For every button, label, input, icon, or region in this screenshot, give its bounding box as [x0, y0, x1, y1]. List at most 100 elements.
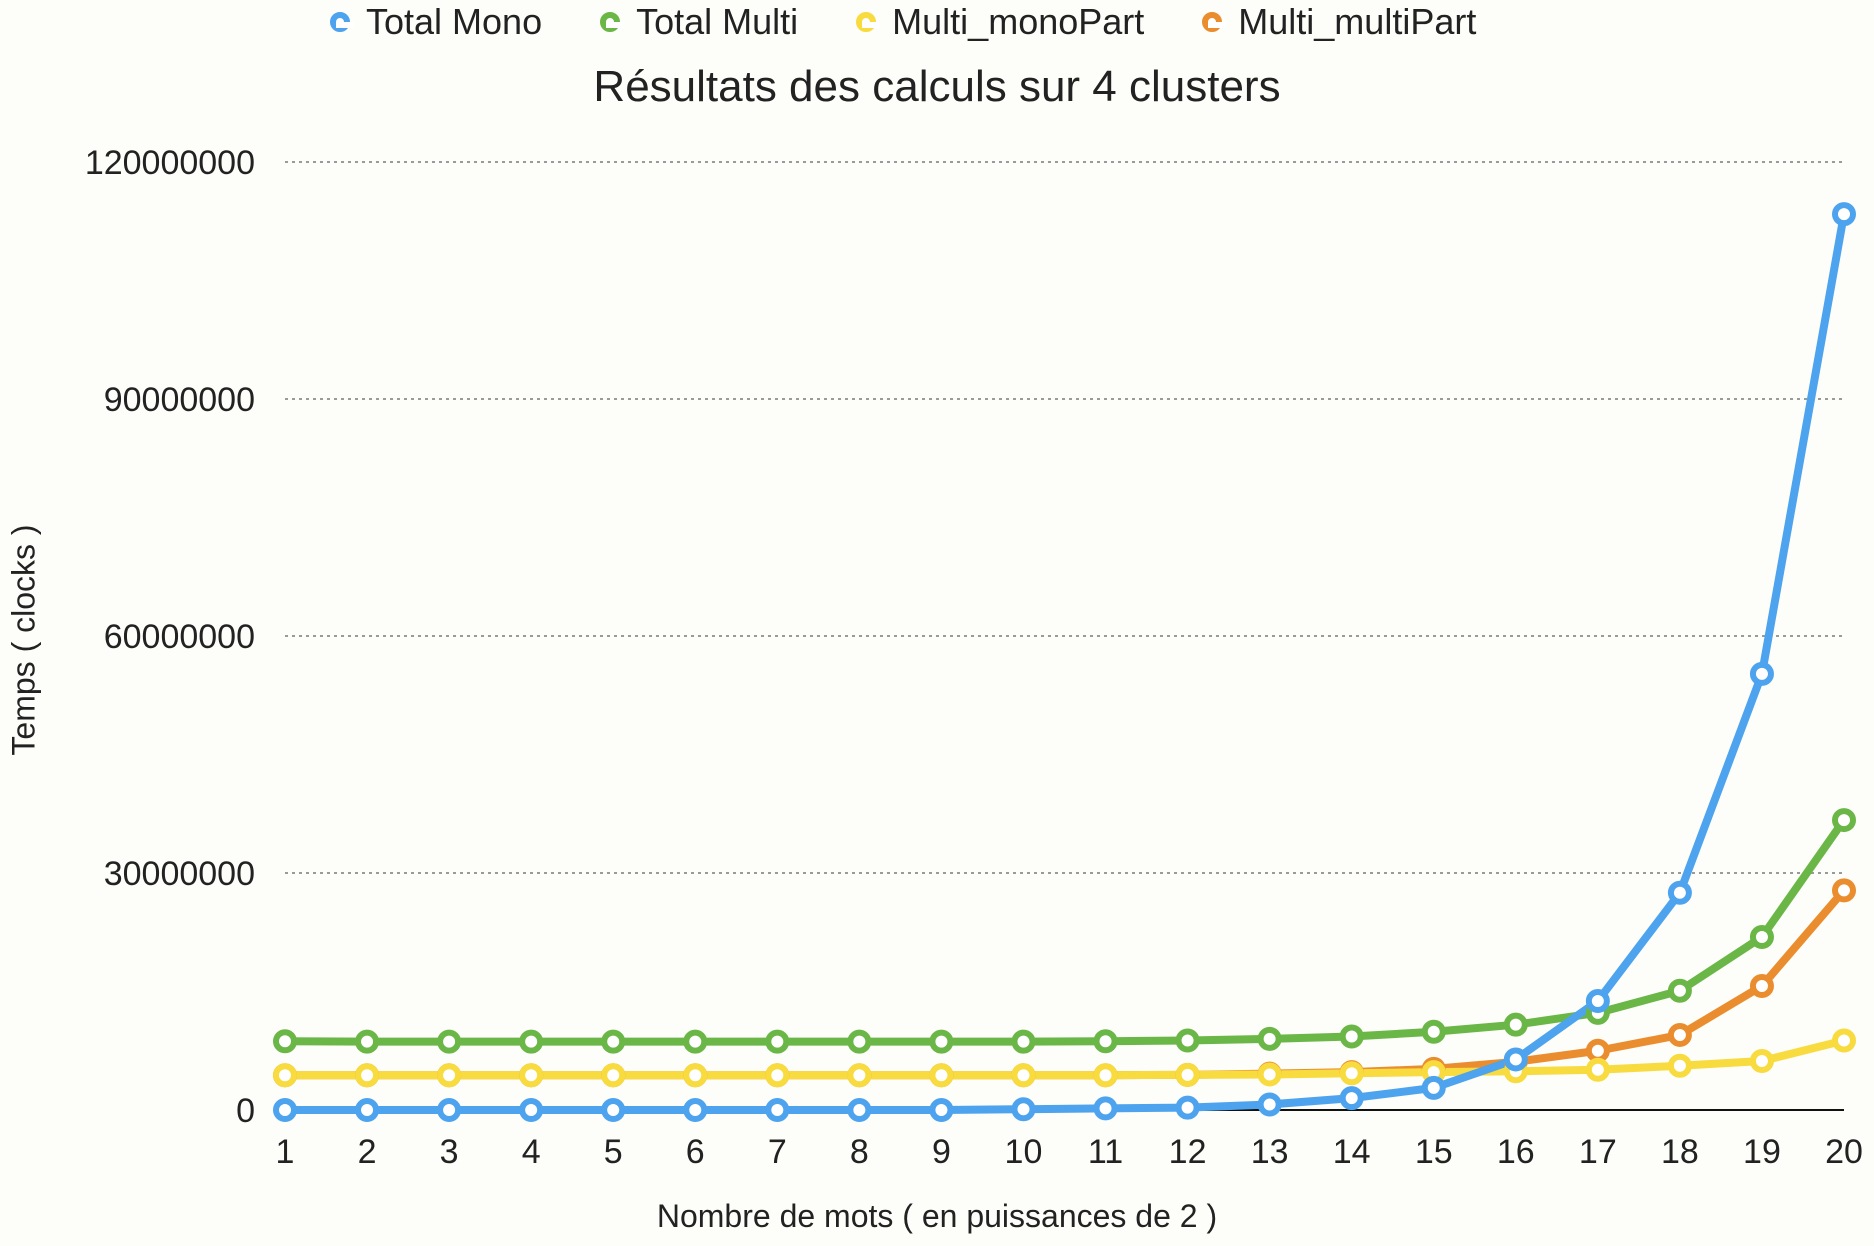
data-point: [1832, 1028, 1856, 1053]
data-point: [1175, 1095, 1200, 1120]
data-point: [847, 1063, 872, 1088]
x-tick-label: 7: [768, 1133, 787, 1171]
data-point: [1093, 1029, 1118, 1054]
x-tick-label: 10: [1005, 1133, 1043, 1171]
x-tick-label: 13: [1251, 1133, 1289, 1171]
x-tick-label: 11: [1088, 1133, 1123, 1171]
data-point: [355, 1063, 380, 1088]
x-tick-label: 20: [1825, 1133, 1863, 1171]
data-point: [1503, 1047, 1528, 1072]
data-point: [1257, 1026, 1282, 1051]
y-tick-label: 30000000: [104, 855, 255, 893]
x-tick-label: 4: [522, 1133, 541, 1171]
data-point: [1749, 1049, 1774, 1074]
data-point: [437, 1029, 462, 1054]
legend-label: Multi_multiPart: [1238, 1, 1477, 42]
data-point: [1011, 1097, 1036, 1122]
data-point: [437, 1063, 462, 1088]
legend-marker-icon: [856, 12, 881, 32]
data-point: [601, 1098, 626, 1122]
data-point: [519, 1098, 544, 1122]
data-point: [1585, 1057, 1610, 1082]
x-tick-label: 2: [358, 1133, 377, 1171]
x-tick-label: 6: [686, 1133, 705, 1171]
data-point: [519, 1063, 544, 1088]
data-point: [1585, 988, 1610, 1013]
data-point: [847, 1098, 872, 1122]
data-point: [929, 1029, 954, 1054]
data-point: [601, 1029, 626, 1054]
legend-label: Total Mono: [366, 1, 543, 42]
data-point: [1175, 1062, 1200, 1087]
data-point: [1667, 880, 1692, 905]
data-point: [1011, 1029, 1036, 1054]
data-point: [1503, 1012, 1528, 1037]
legend-item: Multi_monoPart: [856, 1, 1144, 43]
x-axis-label: Nombre de mots ( en puissances de 2 ): [656, 1198, 1218, 1234]
data-point: [765, 1063, 790, 1088]
x-tick-label: 8: [850, 1133, 869, 1171]
data-point: [1749, 973, 1774, 998]
data-point: [1339, 1086, 1364, 1111]
x-tick-label: 17: [1579, 1133, 1617, 1171]
x-tick-label: 16: [1497, 1133, 1535, 1171]
y-tick-label: 0: [236, 1092, 255, 1130]
data-point: [273, 1098, 297, 1122]
data-point: [601, 1063, 626, 1088]
x-tick-label: 19: [1743, 1133, 1781, 1171]
series-line: [281, 210, 1848, 1114]
legend-marker-icon: [1202, 12, 1227, 32]
data-point: [1257, 1062, 1282, 1087]
data-point: [847, 1029, 872, 1054]
data-point: [1421, 1075, 1446, 1100]
data-point: [1667, 978, 1692, 1003]
data-point: [1832, 808, 1856, 833]
data-point: [355, 1098, 380, 1122]
legend-item: Total Mono: [330, 1, 542, 43]
data-point: [1421, 1019, 1446, 1044]
data-point: [1749, 924, 1774, 949]
data-point: [683, 1098, 708, 1122]
chart-legend: Total Mono Total Multi Multi_monoPart Multi…: [330, 0, 1534, 44]
x-tick-label: 15: [1415, 1133, 1453, 1171]
y-tick-label: 120000000: [85, 144, 255, 182]
x-tick-label: 12: [1169, 1133, 1207, 1171]
data-point: [1749, 661, 1774, 686]
x-tick-label: 5: [604, 1133, 623, 1171]
data-point: [273, 1063, 297, 1088]
data-point: [765, 1098, 790, 1122]
data-point: [1257, 1092, 1282, 1117]
data-point: [1339, 1024, 1364, 1049]
data-point: [765, 1029, 790, 1054]
data-point: [1093, 1063, 1118, 1088]
data-point: [1832, 878, 1856, 903]
data-point: [1093, 1096, 1118, 1121]
data-point: [1667, 1053, 1692, 1078]
legend-label: Multi_monoPart: [892, 1, 1145, 42]
legend-item: Total Multi: [600, 1, 798, 43]
data-point: [519, 1029, 544, 1054]
data-point: [1339, 1061, 1364, 1086]
data-point: [1585, 1038, 1610, 1063]
y-tick-label: 60000000: [104, 618, 255, 656]
legend-marker-icon: [330, 12, 354, 32]
legend-label: Total Multi: [636, 1, 799, 42]
data-point: [1175, 1028, 1200, 1053]
data-point: [929, 1063, 954, 1088]
data-point: [1667, 1022, 1692, 1047]
series-line: [281, 816, 1848, 1046]
data-point: [929, 1098, 954, 1122]
data-point: [683, 1029, 708, 1054]
legend-item: Multi_multiPart: [1202, 1, 1476, 43]
data-point: [1832, 202, 1856, 227]
data-point: [1011, 1063, 1036, 1088]
series-line: [281, 1036, 1848, 1080]
y-tick-label: 90000000: [104, 381, 255, 419]
data-point: [355, 1029, 380, 1054]
x-tick-label: 1: [276, 1133, 295, 1171]
x-tick-label: 18: [1661, 1133, 1699, 1171]
chart-title: Résultats des calculs sur 4 clusters: [593, 62, 1281, 111]
legend-marker-icon: [600, 12, 625, 32]
data-point: [437, 1098, 462, 1122]
